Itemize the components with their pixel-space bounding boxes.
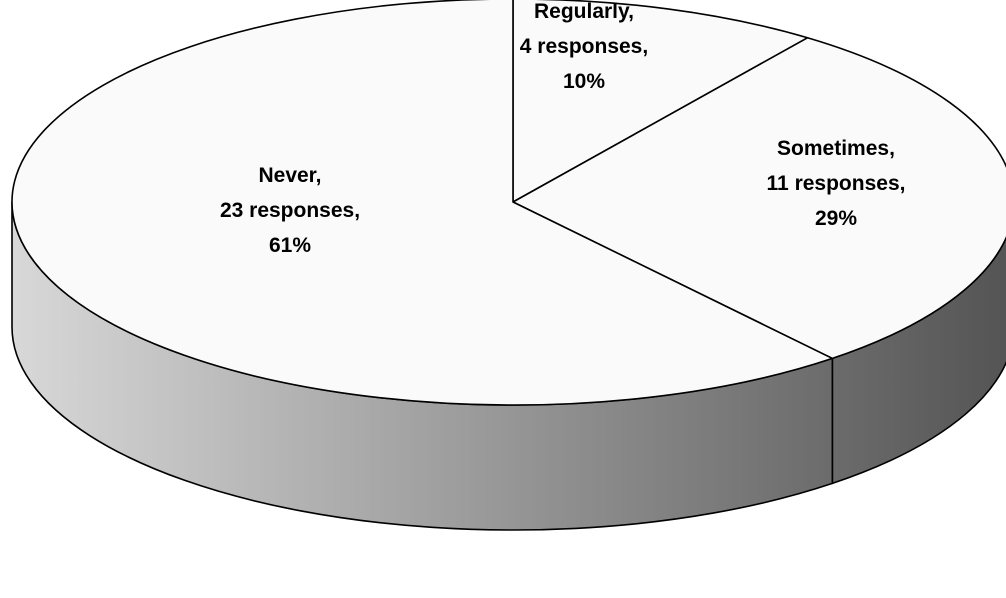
- pie-top-face: [11, 0, 1006, 406]
- slice-label-line: Sometimes,: [777, 137, 895, 160]
- slice-label-line: 4 responses,: [520, 35, 648, 58]
- slice-label-line: 61%: [269, 234, 311, 257]
- slice-label-line: 29%: [815, 207, 857, 230]
- slice-label-line: Never,: [258, 164, 321, 187]
- pie-slice-regularly: [512, 0, 809, 203]
- slice-label-never: Never, 23 responses, 61%: [220, 164, 360, 257]
- slice-label-line: Regularly,: [534, 0, 634, 23]
- slice-labels: Regularly, 4 responses, 10% Sometimes, 11 re…: [220, 0, 906, 257]
- slice-label-regularly: Regularly, 4 responses, 10%: [520, 0, 648, 93]
- pie-slice-sometimes: [512, 36, 1006, 360]
- pie-slice-never: [11, 0, 834, 406]
- slice-label-sometimes: Sometimes, 11 responses, 29%: [767, 137, 906, 230]
- slice-label-line: 10%: [563, 70, 605, 93]
- slice-label-line: 11 responses,: [767, 172, 906, 195]
- slice-label-line: 23 responses,: [220, 199, 360, 222]
